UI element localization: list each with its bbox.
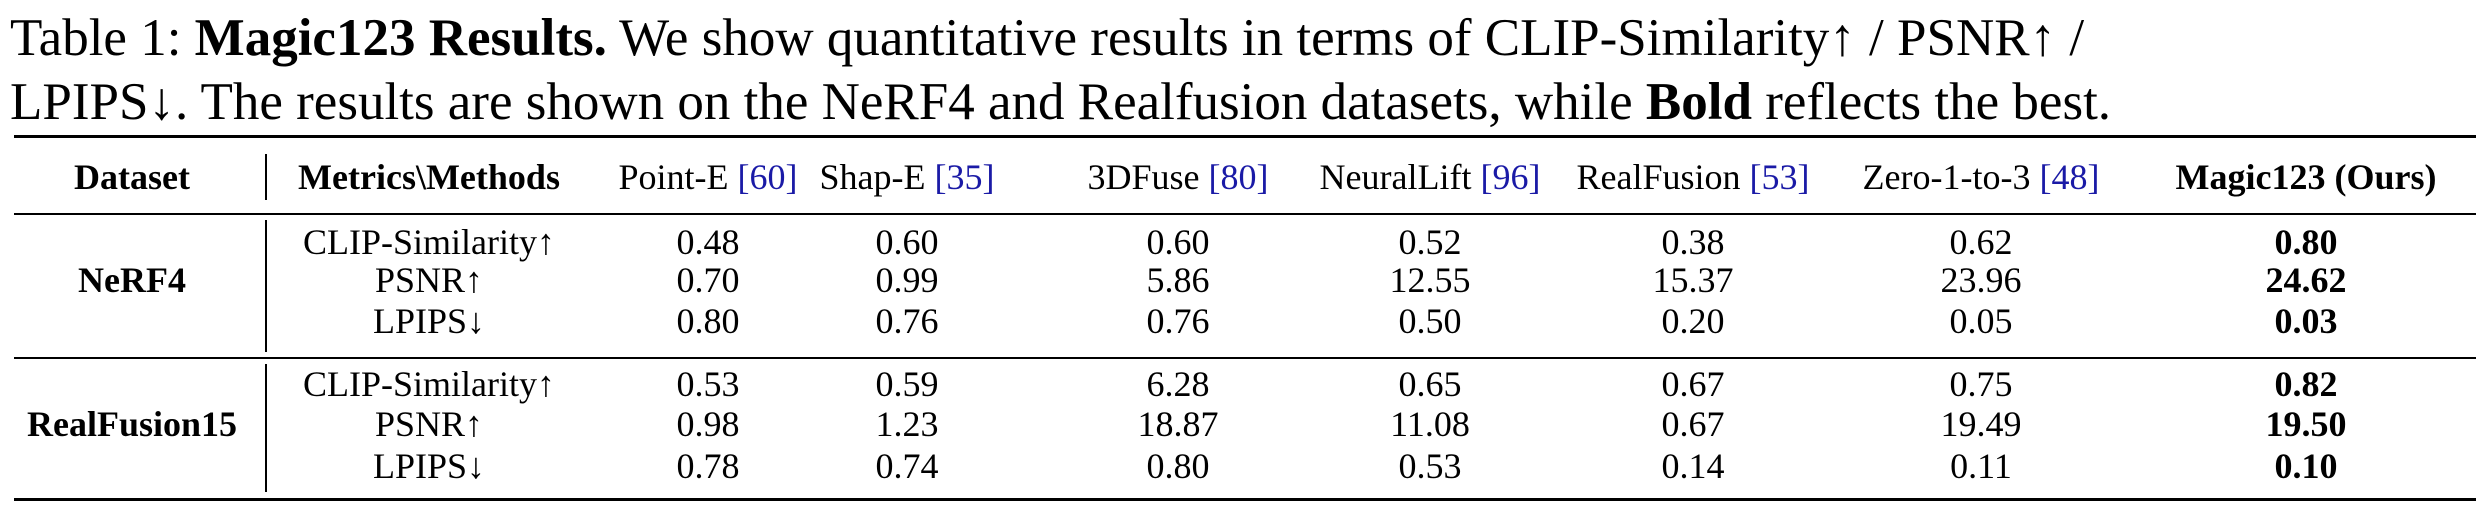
metric-label: CLIP-Similarity↑ (303, 222, 555, 262)
metric-label: PSNR↑ (374, 260, 484, 300)
method-citation-link[interactable]: [35] (934, 157, 995, 197)
value-cell: 0.70 (676, 260, 740, 300)
header-method-5: Zero-1-to-3 [48] (1863, 157, 2100, 197)
header-method-1: Shap-E [35] (820, 157, 995, 197)
column-separator-header (265, 154, 267, 200)
value-cell: 0.99 (875, 260, 939, 300)
value-cell: 0.60 (875, 222, 939, 262)
method-citation-link[interactable]: [96] (1480, 157, 1541, 197)
best-value-cell: 24.62 (2265, 260, 2347, 300)
best-value-cell: 19.50 (2265, 404, 2347, 444)
value-cell: 0.76 (875, 301, 939, 341)
value-cell: 0.59 (875, 364, 939, 404)
caption-bold-word: Bold (1645, 73, 1752, 131)
header-method-3: NeuralLift [96] (1320, 157, 1541, 197)
value-cell: 0.38 (1661, 222, 1725, 262)
value-cell: 0.53 (1398, 446, 1462, 486)
value-cell: 23.96 (1940, 260, 2022, 300)
value-cell: 0.52 (1398, 222, 1462, 262)
value-cell: 0.53 (676, 364, 740, 404)
header-method-2: 3DFuse [80] (1088, 157, 1269, 197)
value-cell: 0.14 (1661, 446, 1725, 486)
table-caption: Table 1: Magic123 Results. We show quant… (10, 6, 2480, 134)
value-cell: 0.74 (875, 446, 939, 486)
method-name: RealFusion (1576, 157, 1750, 197)
best-value-cell: 0.82 (2274, 364, 2338, 404)
value-cell: 0.76 (1146, 301, 1210, 341)
metric-label: LPIPS↓ (372, 301, 486, 341)
best-value-cell: 0.03 (2274, 301, 2338, 341)
best-value-cell: 0.10 (2274, 446, 2338, 486)
method-citation-link[interactable]: [60] (737, 157, 798, 197)
method-name: Shap-E (819, 157, 935, 197)
metric-label: CLIP-Similarity↑ (303, 364, 555, 404)
method-name: 3DFuse (1087, 157, 1209, 197)
caption-title: Magic123 Results. (194, 9, 607, 67)
value-cell: 11.08 (1390, 404, 1470, 444)
value-cell: 0.05 (1949, 301, 2013, 341)
value-cell: 0.20 (1661, 301, 1725, 341)
value-cell: 5.86 (1146, 260, 1210, 300)
value-cell: 0.67 (1661, 364, 1725, 404)
value-cell: 0.98 (676, 404, 740, 444)
header-dataset: Dataset (74, 157, 190, 197)
value-cell: 1.23 (875, 404, 939, 444)
header-rule (14, 213, 2476, 215)
dataset-label: NeRF4 (78, 260, 186, 300)
value-cell: 0.80 (1146, 446, 1210, 486)
method-citation-link[interactable]: [53] (1749, 157, 1810, 197)
value-cell: 0.11 (1950, 446, 2012, 486)
value-cell: 0.80 (676, 301, 740, 341)
group-rule (14, 357, 2476, 359)
metric-label: PSNR↑ (374, 404, 484, 444)
value-cell: 12.55 (1389, 260, 1471, 300)
column-separator-realfusion (265, 364, 267, 492)
value-cell: 0.60 (1146, 222, 1210, 262)
value-cell: 18.87 (1137, 404, 1219, 444)
caption-text-2b: reflects the best. (1751, 73, 2112, 131)
header-method-4: RealFusion [53] (1577, 157, 1810, 197)
value-cell: 0.67 (1661, 404, 1725, 444)
value-cell: 15.37 (1652, 260, 1734, 300)
header-method-0: Point-E [60] (619, 157, 798, 197)
value-cell: 0.48 (676, 222, 740, 262)
caption-prefix: Table 1: (10, 9, 195, 67)
top-rule (14, 135, 2476, 138)
caption-text-2a: LPIPS↓. The results are shown on the NeR… (10, 73, 1646, 131)
value-cell: 0.62 (1949, 222, 2013, 262)
caption-text-1: We show quantitative results in terms of… (606, 9, 2085, 67)
value-cell: 6.28 (1146, 364, 1210, 404)
bottom-rule (14, 498, 2476, 501)
value-cell: 0.50 (1398, 301, 1462, 341)
caption-line-1: Table 1: Magic123 Results. We show quant… (10, 6, 2480, 70)
dataset-label: RealFusion15 (26, 404, 238, 444)
best-value-cell: 0.80 (2274, 222, 2338, 262)
value-cell: 0.65 (1398, 364, 1462, 404)
column-separator-nerf4 (265, 220, 267, 352)
caption-line-2: LPIPS↓. The results are shown on the NeR… (10, 70, 2480, 134)
metric-label: LPIPS↓ (372, 446, 486, 486)
method-name: Zero-1-to-3 (1862, 157, 2040, 197)
method-name: Magic123 (Ours) (2175, 157, 2437, 197)
header-method-6: Magic123 (Ours) (2176, 157, 2437, 197)
method-name: NeuralLift (1319, 157, 1481, 197)
method-name: Point-E (618, 157, 738, 197)
method-citation-link[interactable]: [48] (2039, 157, 2100, 197)
value-cell: 19.49 (1940, 404, 2022, 444)
header-metrics-methods: Metrics\Methods (298, 157, 560, 197)
method-citation-link[interactable]: [80] (1208, 157, 1269, 197)
value-cell: 0.75 (1949, 364, 2013, 404)
value-cell: 0.78 (676, 446, 740, 486)
